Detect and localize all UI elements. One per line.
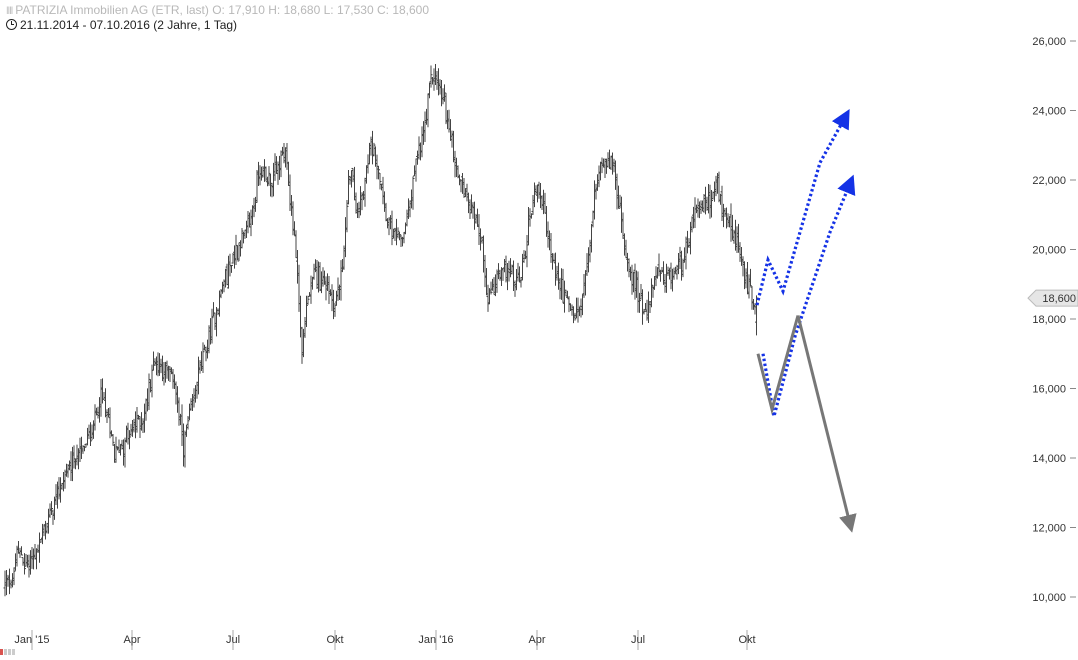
last-price-tag-shape — [1027, 289, 1078, 307]
ohlc-bar — [111, 433, 115, 446]
ohlc-bar — [378, 172, 382, 190]
ohlc-bar — [240, 227, 244, 249]
x-axis: Jan '15 Apr Jul Okt Jan '16 Apr Jul Okt — [14, 630, 756, 650]
x-tick-label: Jan '16 — [418, 634, 453, 646]
y-tick-label: 20,000 — [1032, 245, 1066, 257]
ohlc-bar — [89, 422, 92, 446]
ohlc-bar — [210, 308, 214, 344]
ohlc-bar — [347, 169, 350, 205]
y-tick-label: 22,000 — [1032, 175, 1066, 187]
ohlc-bar — [429, 65, 433, 88]
ohlc-bar — [755, 295, 758, 336]
x-tick-label: Apr — [123, 634, 140, 646]
x-tick-label: Okt — [738, 634, 755, 646]
ohlc-bar — [128, 430, 131, 450]
clock-icon — [6, 19, 17, 30]
ohlc-bar — [458, 174, 461, 186]
ohlc-bar — [50, 501, 53, 515]
ohlc-bar — [617, 185, 620, 209]
bullish-scenario-line — [761, 174, 856, 417]
x-tick-label: Jul — [631, 634, 645, 646]
ohlc-bar — [411, 176, 415, 210]
period-label: 21.11.2014 - 07.10.2016 (2 Jahre, 1 Tag) — [20, 18, 238, 32]
y-axis: 10,000 12,000 14,000 16,000 18,000 20,000 22,0… — [1032, 36, 1076, 604]
y-tick-label: 24,000 — [1032, 106, 1066, 118]
ohlc-bar — [659, 270, 662, 282]
ohlc-bar — [390, 210, 394, 246]
logo-icon — [0, 642, 34, 655]
bearish-scenario-line — [756, 315, 800, 416]
bullish-scenario-line — [755, 109, 850, 306]
ohlc-bar — [201, 342, 205, 374]
bearish-scenario-line — [796, 315, 857, 533]
ohlc-icon: ‖‖ — [6, 6, 13, 17]
ohlc-bar — [489, 281, 493, 295]
x-tick-label: Okt — [326, 634, 343, 646]
y-tick-label: 18,000 — [1032, 314, 1066, 326]
ohlc-bar — [306, 295, 310, 305]
ohlc-bar — [749, 268, 752, 287]
ohlc-bar — [23, 553, 26, 575]
last-price-label: 18,600 — [1042, 293, 1076, 305]
y-tick-label: 12,000 — [1032, 523, 1066, 535]
x-tick-label: Jan '15 — [14, 634, 49, 646]
y-tick-label: 16,000 — [1032, 384, 1066, 396]
ohlc-bar — [377, 165, 380, 180]
ohlc-bar — [710, 189, 713, 218]
ohlc-bar — [345, 200, 349, 233]
instrument-header: ‖‖ PATRIZIA Immobilien AG (ETR, last) O: … — [6, 3, 429, 17]
ohlc-bar — [305, 295, 308, 327]
period-header: 21.11.2014 - 07.10.2016 (2 Jahre, 1 Tag) — [6, 18, 237, 32]
ohlc-bar — [12, 567, 16, 586]
ohlc-bar — [20, 546, 23, 556]
ohlc-bar — [230, 264, 233, 273]
ohlc-bar — [638, 292, 641, 313]
instrument-title: PATRIZIA Immobilien AG (ETR, last) O: 17… — [15, 3, 430, 17]
x-tick-label: Jul — [226, 634, 240, 646]
y-tick-label: 14,000 — [1032, 453, 1066, 465]
x-tick-label: Apr — [528, 634, 545, 646]
y-tick-label: 10,000 — [1032, 592, 1066, 604]
ohlc-bar — [396, 227, 400, 239]
last-price-tag: 18,600 — [1027, 289, 1078, 307]
ohlc-bar — [372, 142, 376, 157]
y-tick-label: 26,000 — [1032, 36, 1066, 48]
ohlc-bar — [267, 166, 271, 186]
ohlc-bar — [573, 312, 577, 321]
ohlc-bars — [3, 63, 758, 597]
scenario-arrows — [755, 109, 857, 533]
